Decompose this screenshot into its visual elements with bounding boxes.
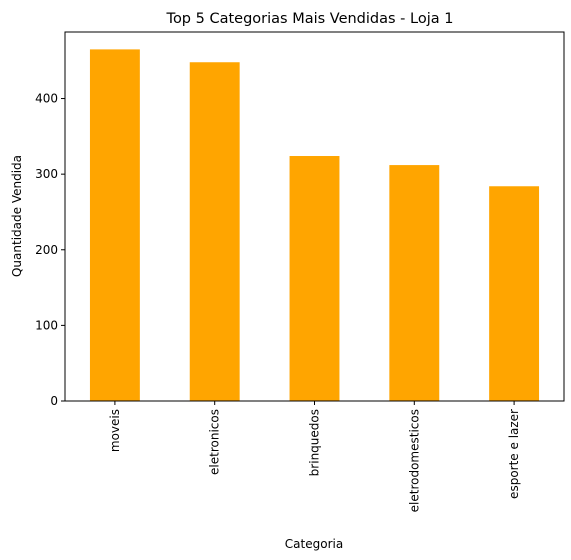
bar-eletronicos	[189, 62, 240, 401]
x-tick-label: brinquedos	[308, 409, 322, 476]
x-axis-label: Categoria	[285, 537, 343, 551]
y-tick-label: 400	[35, 92, 58, 106]
y-axis-ticks: 0 100 200 300 400	[35, 92, 65, 408]
x-axis-ticks: moveis eletronicos brinquedos eletrodomesti…	[108, 401, 521, 512]
bar-moveis	[89, 49, 140, 402]
y-tick-label: 200	[35, 243, 58, 257]
bar-esporte-e-lazer	[489, 186, 540, 401]
x-tick-label: moveis	[108, 409, 122, 452]
plot-frame	[64, 31, 565, 402]
y-tick-label: 0	[50, 394, 58, 408]
y-tick-label: 300	[35, 167, 58, 181]
bars-group	[89, 49, 540, 402]
y-axis-label: Quantidade Vendida	[10, 155, 24, 277]
chart-title: Top 5 Categorias Mais Vendidas - Loja 1	[166, 11, 454, 27]
bar-eletrodomesticos	[389, 165, 440, 401]
x-tick-label: eletrodomesticos	[407, 409, 421, 512]
x-tick-label: eletronicos	[208, 409, 222, 475]
y-tick-label: 100	[35, 318, 58, 332]
x-tick-label: esporte e lazer	[507, 409, 521, 499]
bar-brinquedos	[289, 156, 340, 401]
